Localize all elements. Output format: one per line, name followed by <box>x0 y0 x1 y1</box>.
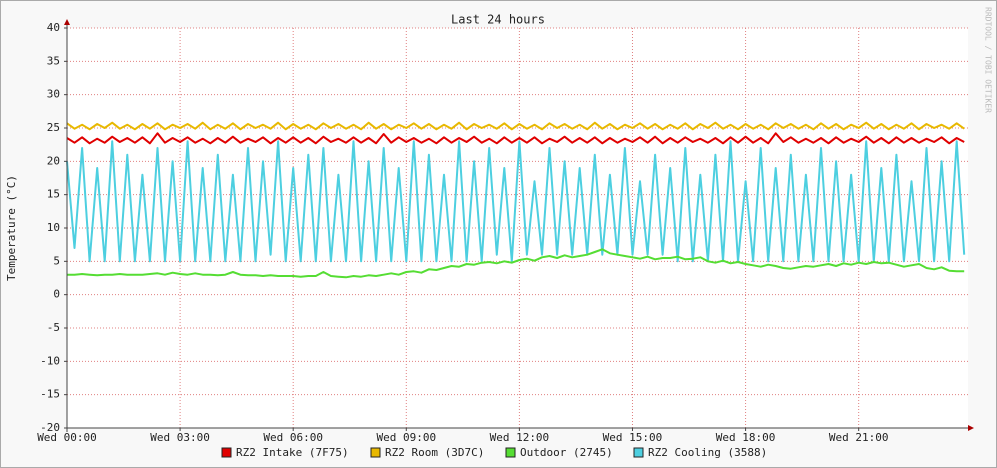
y-tick-label: 15 <box>47 188 60 201</box>
legend-swatch <box>370 447 381 458</box>
axes: -20 -15 -10 -5 0 5 10 15 20 25 30 35 40 Wed 00:00 Wed … <box>37 19 974 444</box>
chart-title: Last 24 hours <box>451 13 545 27</box>
lines <box>66 121 966 279</box>
series-line <box>66 140 966 263</box>
x-tick-label: Wed 06:00 <box>263 431 323 444</box>
y-tick-label: 5 <box>53 254 60 267</box>
legend: RZ2 Intake (7F75) RZ2 Room (3D7C) Outdoor … <box>221 446 767 459</box>
x-arrow <box>968 425 974 431</box>
y-arrow <box>64 19 70 25</box>
legend-swatch <box>221 447 232 458</box>
legend-swatch <box>633 447 644 458</box>
legend-label: RZ2 Intake (7F75) <box>236 446 349 459</box>
y-tick-label: -5 <box>47 321 60 334</box>
legend-label: Outdoor (2745) <box>520 446 613 459</box>
y-tick-label: 0 <box>53 288 60 301</box>
y-tick-label: -20 <box>40 421 60 434</box>
x-tick-label: Wed 15:00 <box>603 431 663 444</box>
y-tick-label: 40 <box>47 21 60 34</box>
x-tick-label: Wed 00:00 <box>37 431 97 444</box>
x-tick-label: Wed 12:00 <box>490 431 550 444</box>
y-tick-label: -15 <box>40 388 60 401</box>
x-tick-label: Wed 18:00 <box>716 431 776 444</box>
y-tick-label: 20 <box>47 154 60 167</box>
x-tick-label: Wed 09:00 <box>376 431 436 444</box>
legend-swatch <box>505 447 516 458</box>
series-line <box>66 121 965 131</box>
y-axis-label: Temperature (°C) <box>5 175 18 281</box>
legend-label: RZ2 Room (3D7C) <box>385 446 484 459</box>
y-tick-label: -10 <box>40 354 60 367</box>
y-tick-label: 35 <box>47 54 60 67</box>
y-tick-label: 10 <box>47 221 60 234</box>
legend-label: RZ2 Cooling (3588) <box>648 446 767 459</box>
series-line <box>67 248 965 279</box>
watermark: RRDTOOL / TOBI OETIKER <box>984 7 993 113</box>
y-tick-label: 30 <box>47 88 60 101</box>
y-tick-label: 25 <box>47 121 60 134</box>
grid <box>66 27 968 429</box>
x-tick-label: Wed 03:00 <box>150 431 210 444</box>
series-line <box>66 132 965 145</box>
x-tick-label: Wed 21:00 <box>829 431 889 444</box>
